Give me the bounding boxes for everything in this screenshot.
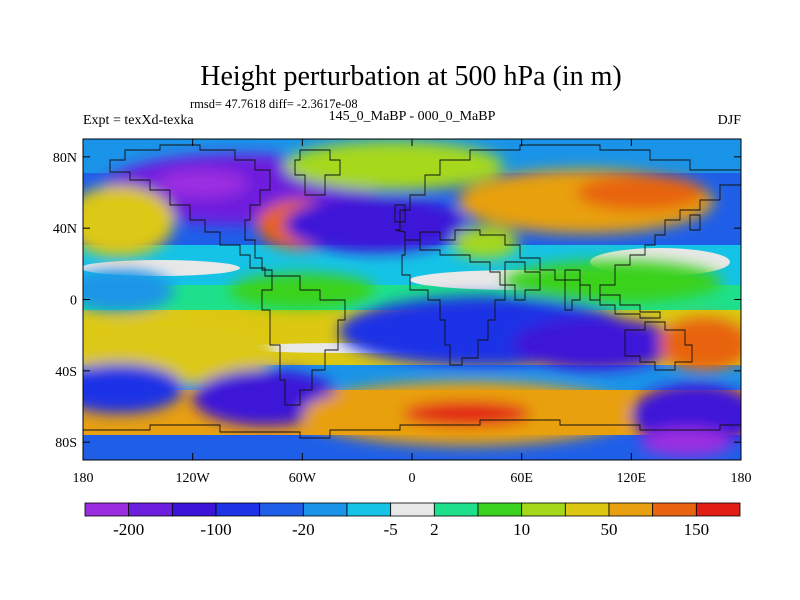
lon-tick-label: 0 xyxy=(409,471,416,486)
field-anomaly-13 xyxy=(512,317,678,371)
colorbar-swatch xyxy=(477,502,523,517)
expt-label: Expt = texXd-texka xyxy=(83,113,194,128)
colorbar-swatch xyxy=(171,502,217,517)
colorbar-swatch xyxy=(390,502,435,517)
colorbar-swatch xyxy=(608,502,654,517)
colorbar-swatch xyxy=(564,502,610,517)
field-anomaly-5 xyxy=(284,196,467,254)
lat-tick-label: 80N xyxy=(53,151,77,166)
coastline-maritime xyxy=(599,294,661,319)
coastline-north-america xyxy=(109,144,273,277)
coastline-arabia xyxy=(504,261,541,301)
field-anomaly-19 xyxy=(402,401,531,427)
latitude-axis: 80N 40N 0 40S 80S xyxy=(53,151,741,451)
colorbar-swatch xyxy=(346,502,392,517)
colorbar-tick-label: 150 xyxy=(684,520,710,539)
lon-tick-label: 60W xyxy=(289,471,317,486)
field-anomaly-1 xyxy=(156,169,248,198)
field-anomaly-4 xyxy=(284,140,504,191)
lat-tick-label: 40N xyxy=(53,222,77,237)
colorbar-tick-label: -100 xyxy=(200,520,231,539)
colorbar-tick-label: -5 xyxy=(384,520,398,539)
colorbar-swatch xyxy=(259,502,304,517)
coastlines xyxy=(83,144,741,439)
field-anomaly-6 xyxy=(452,226,519,259)
field-anomaly-17 xyxy=(192,369,339,427)
colorbar-swatch xyxy=(128,502,173,517)
field-anomaly-8 xyxy=(576,174,705,211)
lon-tick-label: 120E xyxy=(617,471,647,486)
stats-label: rmsd= 47.7618 diff= -2.3617e-08 xyxy=(190,97,358,111)
comparison-label: 145_0_MaBP - 000_0_MaBP xyxy=(329,109,496,124)
lat-tick-label: 0 xyxy=(70,294,77,309)
field-anomaly-9 xyxy=(503,260,723,304)
longitude-axis: 180 120W 60W 0 60E 120E 180 xyxy=(73,139,752,486)
coastline-eurasia xyxy=(394,144,741,301)
colorbar-swatch xyxy=(695,502,741,517)
map-plot-area xyxy=(83,139,741,460)
field-anomaly-10 xyxy=(83,269,175,312)
colorbar-tick-label: 10 xyxy=(513,520,530,539)
field-anomaly-3 xyxy=(83,185,175,257)
colorbar-tick-label: -20 xyxy=(292,520,315,539)
field-anomalies xyxy=(83,140,741,457)
coastline-antarctica xyxy=(83,419,741,439)
colorbar-swatch xyxy=(84,502,130,517)
coastline-uk xyxy=(394,204,406,223)
field-anomaly-21 xyxy=(640,427,732,457)
lat-tick-label: 40S xyxy=(55,365,77,380)
lon-tick-label: 180 xyxy=(731,471,752,486)
lon-tick-label: 60E xyxy=(510,471,533,486)
season-label: DJF xyxy=(718,113,742,128)
colorbar-tick-label: 2 xyxy=(430,520,439,539)
field-anomaly-14 xyxy=(658,317,741,371)
coastline-greenland xyxy=(294,149,341,196)
colorbar: -200 -100 -20 -5 2 10 50 150 xyxy=(84,502,741,539)
coastline-india xyxy=(564,279,581,311)
colorbar-swatch xyxy=(215,502,261,517)
coastline-africa xyxy=(401,239,506,366)
colorbar-swatch xyxy=(433,502,479,517)
colorbar-swatch xyxy=(521,502,566,517)
colorbar-swatch xyxy=(652,502,697,517)
field-anomaly-11 xyxy=(229,272,376,309)
colorbar-tick-label: 50 xyxy=(601,520,618,539)
coastline-japan xyxy=(689,214,701,231)
field-anomaly-16 xyxy=(83,363,184,414)
colorbar-swatch xyxy=(302,502,348,517)
colorbar-tick-label: -200 xyxy=(113,520,144,539)
lon-tick-label: 120W xyxy=(176,471,211,486)
coastline-south-america xyxy=(261,275,346,406)
lon-tick-label: 180 xyxy=(73,471,94,486)
map-title: Height perturbation at 500 hPa (in m) xyxy=(200,61,621,92)
coastline-australia xyxy=(624,321,693,371)
lat-tick-label: 80S xyxy=(55,436,77,451)
